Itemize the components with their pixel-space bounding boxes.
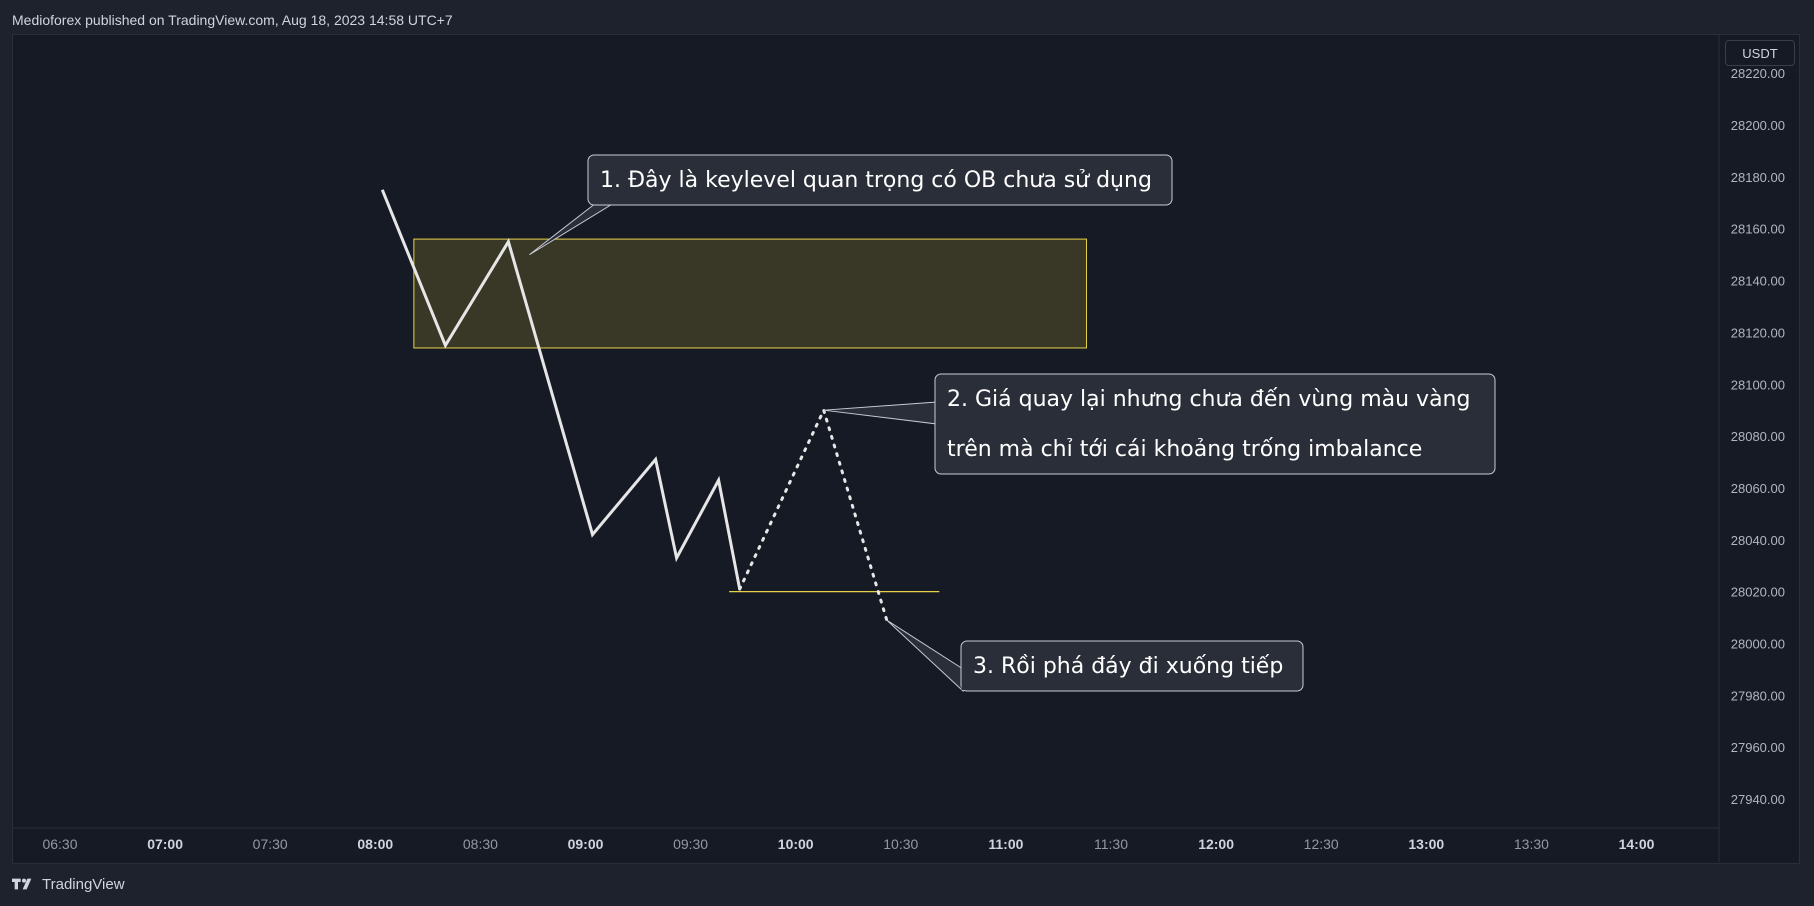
price-axis[interactable]: 28220.00 28200.00 28180.00 28160.00 28140.00…	[1731, 66, 1785, 807]
x-tick-label: 10:30	[883, 836, 918, 852]
x-tick-label: 13:30	[1514, 836, 1549, 852]
time-axis[interactable]: 06:30 07:00 07:30 08:00 08:30 09:00 09:30 10:00…	[42, 836, 1654, 852]
y-tick-label: 27960.00	[1731, 740, 1785, 755]
x-tick-label: 10:00	[778, 836, 814, 852]
tradingview-label: TradingView	[42, 875, 125, 893]
callout-box	[960, 640, 1304, 692]
y-tick-label: 28040.00	[1731, 533, 1785, 548]
x-tick-label: 12:00	[1198, 836, 1234, 852]
x-tick-label: 07:30	[253, 836, 288, 852]
y-tick-label: 28100.00	[1731, 377, 1785, 392]
publish-header: Medioforex published on TradingView.com,…	[12, 12, 453, 28]
y-tick-label: 28060.00	[1731, 481, 1785, 496]
y-tick-label: 28080.00	[1731, 429, 1785, 444]
callout-1: 1. Đây là keylevel quan trọng có OB chưa…	[529, 154, 1173, 256]
callout-3: 3. Rồi phá đáy đi xuống tiếp	[886, 619, 1304, 693]
callout-text: trên mà chỉ tới cái khoảng trống imbalan…	[947, 437, 1422, 462]
y-tick-label: 28160.00	[1731, 222, 1785, 237]
y-tick-label: 27980.00	[1731, 688, 1785, 703]
x-tick-label: 07:00	[147, 836, 183, 852]
order-block-zone	[413, 238, 1087, 349]
callout-tail	[886, 619, 964, 693]
tradingview-logo-icon	[12, 878, 32, 890]
y-tick-label: 28000.00	[1731, 636, 1785, 651]
price-path-solid	[380, 189, 742, 590]
x-tick-label: 14:00	[1619, 836, 1655, 852]
callout-box	[587, 154, 1173, 206]
y-tick-label: 27940.00	[1731, 792, 1785, 807]
currency-selector[interactable]: USDT	[1725, 40, 1795, 66]
y-tick-label: 28200.00	[1731, 118, 1785, 133]
y-tick-label: 28140.00	[1731, 274, 1785, 289]
x-tick-label: 11:00	[988, 836, 1023, 852]
x-tick-label: 13:00	[1408, 836, 1444, 852]
callout-text: 1. Đây là keylevel quan trọng có OB chưa…	[600, 168, 1152, 193]
y-tick-label: 28020.00	[1731, 585, 1785, 600]
y-tick-label: 28220.00	[1731, 66, 1785, 81]
x-tick-label: 06:30	[42, 836, 77, 852]
x-tick-label: 09:30	[673, 836, 708, 852]
tradingview-brand[interactable]: TradingView	[12, 874, 125, 894]
x-tick-label: 09:00	[568, 836, 604, 852]
callout-tail	[823, 401, 938, 425]
callout-text: 3. Rồi phá đáy đi xuống tiếp	[973, 654, 1283, 679]
x-tick-label: 08:30	[463, 836, 498, 852]
chart-frame[interactable]	[12, 34, 1800, 864]
y-tick-label: 28120.00	[1731, 325, 1785, 340]
callout-box	[934, 373, 1496, 475]
price-path-projected	[738, 406, 889, 622]
x-tick-label: 12:30	[1304, 836, 1339, 852]
x-tick-label: 08:00	[357, 836, 393, 852]
x-tick-label: 11:30	[1094, 836, 1128, 852]
callout-2: 2. Giá quay lại nhưng chưa đến vùng màu …	[823, 373, 1496, 475]
callout-text: 2. Giá quay lại nhưng chưa đến vùng màu …	[947, 387, 1470, 412]
y-tick-label: 28180.00	[1731, 170, 1785, 185]
